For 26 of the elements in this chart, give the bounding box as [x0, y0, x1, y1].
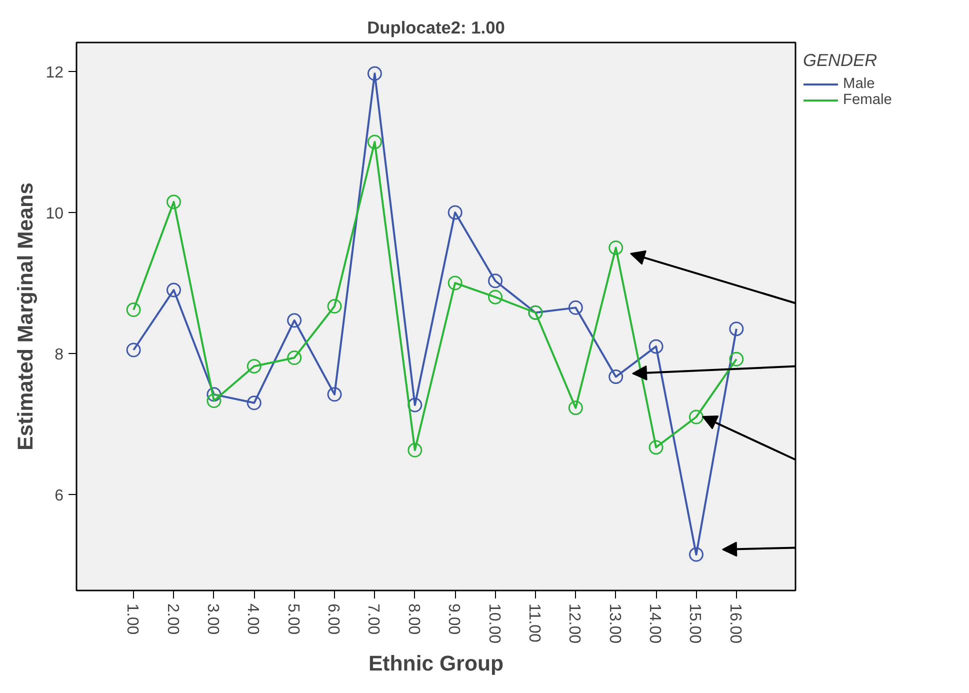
x-tick-label: 16.00	[726, 604, 744, 644]
y-tick-label: 12	[46, 64, 64, 82]
x-tick-label: 5.00	[284, 604, 302, 635]
x-tick-label: 11.00	[525, 604, 542, 642]
x-tick-label: 9.00	[445, 604, 462, 635]
legend-label: Male	[843, 76, 875, 92]
y-axis-title: Estimated Marginal Means	[14, 182, 38, 450]
x-axis-title: Ethnic Group	[368, 652, 504, 676]
x-tick-label: 12.00	[566, 604, 583, 644]
x-tick-label: 1.00	[124, 604, 141, 635]
x-tick-label: 4.00	[244, 604, 262, 635]
x-tick-label: 2.00	[164, 604, 181, 635]
x-tick-label: 6.00	[324, 604, 342, 635]
legend-title: GENDER	[803, 50, 878, 71]
x-tick-label: 8.00	[404, 604, 422, 635]
y-tick-label: 6	[54, 488, 64, 505]
y-tick-label: 8	[54, 346, 64, 364]
x-tick-label: 10.00	[485, 604, 502, 644]
x-tick-label: 3.00	[204, 604, 221, 635]
x-tick-label: 14.00	[646, 604, 664, 644]
chart-title: Duplocate2: 1.00	[367, 18, 505, 38]
x-tick-label: 13.00	[606, 604, 623, 644]
legend-label: Female	[843, 92, 892, 108]
x-tick-label: 15.00	[686, 604, 704, 644]
x-tick-label: 7.00	[364, 604, 382, 635]
y-tick-label: 10	[46, 205, 64, 222]
